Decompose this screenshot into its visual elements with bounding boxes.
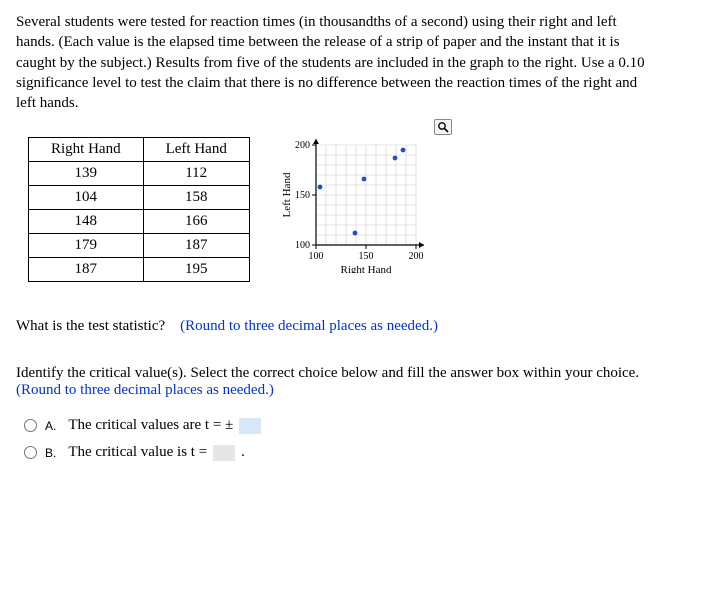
- scatter-chart: 100 150 200 100 150 200 Right Hand Left Hand: [278, 137, 456, 273]
- q1-prompt: What is the test statistic?: [16, 318, 165, 334]
- col-left-hand: Left Hand: [143, 138, 249, 162]
- cell: 187: [29, 258, 144, 282]
- table-row: 187 195: [29, 258, 250, 282]
- q2-prompt: Identify the critical value(s). Select t…: [16, 365, 687, 382]
- svg-text:Left Hand: Left Hand: [281, 172, 293, 217]
- svg-text:150: 150: [295, 190, 310, 201]
- svg-text:150: 150: [358, 251, 373, 262]
- col-right-hand: Right Hand: [29, 138, 144, 162]
- cell: 187: [143, 234, 249, 258]
- choice-b-suffix: .: [241, 444, 245, 461]
- table-header-row: Right Hand Left Hand: [29, 138, 250, 162]
- choice-b-input[interactable]: [213, 445, 235, 461]
- cell: 112: [143, 162, 249, 186]
- cell: 195: [143, 258, 249, 282]
- radio-a[interactable]: [24, 419, 37, 432]
- cell: 179: [29, 234, 144, 258]
- scatter-chart-wrap: 100 150 200 100 150 200 Right Hand Left Hand: [278, 137, 456, 278]
- content-row: Right Hand Left Hand 139 112 104 158 148…: [28, 137, 687, 282]
- table-row: 104 158: [29, 186, 250, 210]
- svg-text:200: 200: [408, 251, 423, 262]
- zoom-icon[interactable]: [434, 119, 452, 135]
- cell: 158: [143, 186, 249, 210]
- data-table: Right Hand Left Hand 139 112 104 158 148…: [28, 137, 250, 282]
- question-test-statistic: What is the test statistic? (Round to th…: [16, 318, 687, 335]
- cell: 139: [29, 162, 144, 186]
- choice-a-text: The critical values are t = ±: [68, 417, 233, 434]
- cell: 148: [29, 210, 144, 234]
- radio-b[interactable]: [24, 446, 37, 459]
- choice-a-letter: A.: [45, 419, 56, 433]
- choice-b[interactable]: B. The critical value is t = .: [24, 444, 687, 461]
- choice-b-letter: B.: [45, 446, 56, 460]
- choice-b-text: The critical value is t =: [68, 444, 207, 461]
- svg-text:100: 100: [308, 251, 323, 262]
- cell: 104: [29, 186, 144, 210]
- question-critical-values: Identify the critical value(s). Select t…: [16, 365, 687, 461]
- choices: A. The critical values are t = ± B. The …: [16, 417, 687, 461]
- choice-a[interactable]: A. The critical values are t = ±: [24, 417, 687, 434]
- svg-text:Right Hand: Right Hand: [340, 264, 392, 273]
- svg-text:100: 100: [295, 240, 310, 251]
- q1-hint: (Round to three decimal places as needed…: [180, 318, 438, 334]
- svg-text:200: 200: [295, 140, 310, 151]
- choice-a-input[interactable]: [239, 418, 261, 434]
- table-row: 139 112: [29, 162, 250, 186]
- table-row: 179 187: [29, 234, 250, 258]
- q2-hint: (Round to three decimal places as needed…: [16, 382, 687, 399]
- table-row: 148 166: [29, 210, 250, 234]
- problem-statement: Several students were tested for reactio…: [16, 12, 656, 113]
- cell: 166: [143, 210, 249, 234]
